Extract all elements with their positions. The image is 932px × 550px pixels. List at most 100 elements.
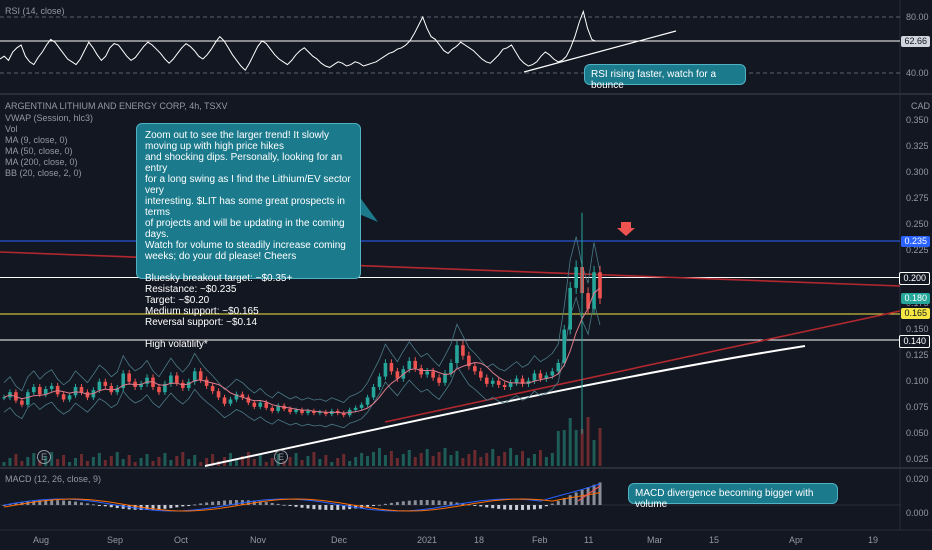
macd-histogram-bar <box>151 505 155 510</box>
volume-bar <box>419 453 423 466</box>
macd-histogram-bar <box>586 487 590 505</box>
volume-bar <box>288 457 292 466</box>
macd-histogram-bar <box>187 505 191 506</box>
earnings-marker-2[interactable]: E <box>274 450 288 464</box>
macd-histogram-bar <box>485 505 489 508</box>
macd-histogram-bar <box>401 501 405 505</box>
macd-tick-zero: 0.000 <box>906 508 929 518</box>
price-tick-label: 0.100 <box>906 375 929 386</box>
macd-histogram-bar <box>211 501 215 505</box>
volume-bar <box>544 457 548 466</box>
macd-histogram-bar <box>103 505 107 507</box>
candle-body <box>437 377 441 383</box>
volume-bar <box>592 440 596 466</box>
macd-histogram-bar <box>491 505 495 509</box>
time-tick-label: Dec <box>331 535 348 545</box>
note-pointer <box>359 196 378 222</box>
candle-body <box>514 378 519 383</box>
macd-histogram-bar <box>324 505 328 510</box>
volume-bar <box>366 456 370 466</box>
candle-body <box>574 267 578 288</box>
volume-bar <box>455 451 459 466</box>
macd-histogram-bar <box>544 505 548 507</box>
candle-body <box>204 379 209 386</box>
time-tick-label: 11 <box>584 535 594 545</box>
macd-histogram-bar <box>431 500 435 505</box>
candle-body <box>490 380 495 384</box>
price-tick-label: 0.025 <box>906 454 929 464</box>
macd-histogram-bar <box>383 503 387 505</box>
candle-body <box>67 395 72 400</box>
price-tick-label: 0.300 <box>906 167 929 178</box>
indicator-label: MA (50, close, 0) <box>5 146 73 156</box>
macd-histogram-bar <box>258 501 262 505</box>
candle-body <box>145 377 149 384</box>
macd-histogram-bar <box>389 502 393 505</box>
volume-bar <box>211 454 215 466</box>
macd-histogram-bar <box>413 500 417 505</box>
macd-histogram-bar <box>223 500 227 505</box>
macd-histogram-bar <box>366 505 370 507</box>
candle-body <box>556 362 561 372</box>
macd-line <box>3 483 601 512</box>
volume-bar <box>157 457 161 466</box>
candle-body <box>228 399 233 404</box>
volume-bar <box>318 459 322 466</box>
volume-bar <box>56 459 60 466</box>
macd-histogram-bar <box>348 505 352 510</box>
macd-histogram-bar <box>372 505 376 506</box>
candle-body <box>526 380 531 384</box>
macd-histogram-bar <box>157 505 161 510</box>
candle-body <box>2 397 6 399</box>
volume-bar <box>383 455 387 466</box>
macd-histogram-bar <box>56 500 60 505</box>
macd-note: MACD divergence becoming bigger with vol… <box>628 483 838 510</box>
price-tick-label: 0.225 <box>906 245 929 256</box>
candle-body <box>252 402 257 407</box>
indicator-label: MA (9, close, 0) <box>5 135 68 145</box>
candle-body <box>425 371 429 375</box>
earnings-marker-1[interactable]: E <box>37 450 51 464</box>
candle-body <box>341 413 346 416</box>
volume-bar <box>598 428 602 466</box>
candle-body <box>389 362 394 372</box>
rsi-line <box>0 9 597 71</box>
indicator-label: Vol <box>5 124 18 134</box>
volume-bar <box>181 452 185 466</box>
time-tick-label: 19 <box>868 535 879 545</box>
volume-bar <box>342 454 346 466</box>
price-tick-label: 0.050 <box>906 427 929 438</box>
candle-body <box>383 362 388 377</box>
candle-body <box>163 383 167 393</box>
candle-body <box>443 373 447 383</box>
white-support-curve <box>204 345 806 467</box>
volume-bar <box>14 454 18 466</box>
candle-body <box>306 410 310 414</box>
candle-body <box>222 397 227 404</box>
volume-bar <box>330 462 334 466</box>
candle-body <box>532 373 537 381</box>
macd-histogram-bar <box>503 505 507 510</box>
macd-histogram-bar <box>133 505 137 510</box>
macd-histogram-bar <box>473 505 477 506</box>
candle-body <box>109 385 114 393</box>
down-arrow-marker <box>617 222 635 236</box>
macd-histogram-bar <box>556 500 560 505</box>
volume-bar <box>115 452 119 466</box>
volume-bar <box>360 453 364 466</box>
candle-body <box>312 410 316 414</box>
analysis-note: Zoom out to see the larger trend! It slo… <box>136 123 361 350</box>
tag-reversal-support: 0.140 <box>899 335 930 348</box>
volume-bar <box>2 462 6 466</box>
time-tick-label: Oct <box>174 535 189 545</box>
moving-average-line <box>3 287 601 414</box>
candle-body <box>461 345 465 356</box>
volume-bar <box>580 429 584 466</box>
candle-body <box>479 371 483 378</box>
macd-histogram-bar <box>288 505 292 506</box>
macd-histogram-bar <box>509 505 513 510</box>
volume-bar <box>74 458 78 466</box>
volume-bar <box>282 461 286 466</box>
volume-bar <box>413 457 417 466</box>
candle-body <box>377 376 382 387</box>
